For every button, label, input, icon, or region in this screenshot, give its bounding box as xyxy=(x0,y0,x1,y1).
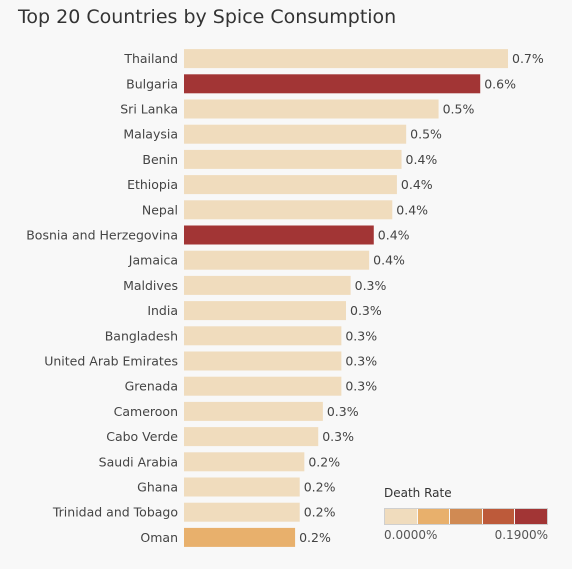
bar[interactable] xyxy=(184,502,300,522)
bar[interactable] xyxy=(184,124,407,144)
legend-max-label: 0.1900% xyxy=(494,528,548,542)
legend-title: Death Rate xyxy=(384,486,452,500)
data-label: 0.4% xyxy=(401,177,433,192)
category-label: Malaysia xyxy=(123,127,178,142)
category-label: Saudi Arabia xyxy=(99,454,178,469)
bar[interactable] xyxy=(184,427,319,447)
data-label: 0.3% xyxy=(327,404,359,419)
data-label: 0.5% xyxy=(443,102,475,117)
legend-color-scale xyxy=(384,508,548,525)
legend-swatch xyxy=(449,509,482,524)
category-label: Bosnia and Herzegovina xyxy=(26,228,178,243)
category-label: Sri Lanka xyxy=(120,102,178,117)
category-label: Ghana xyxy=(137,480,178,495)
data-label: 0.3% xyxy=(345,328,377,343)
category-label: Bangladesh xyxy=(105,328,178,343)
data-label: 0.5% xyxy=(410,127,442,142)
bar[interactable] xyxy=(184,149,402,169)
bar[interactable] xyxy=(184,401,323,421)
data-label: 0.4% xyxy=(406,152,438,167)
bar[interactable] xyxy=(184,452,305,472)
data-label: 0.4% xyxy=(378,228,410,243)
legend-swatch xyxy=(481,509,515,524)
category-label: India xyxy=(147,303,178,318)
legend-swatch xyxy=(385,509,417,524)
data-label: 0.3% xyxy=(345,354,377,369)
bar[interactable] xyxy=(184,225,374,245)
category-label: Thailand xyxy=(123,51,178,66)
category-label: Nepal xyxy=(142,202,178,217)
legend-range: 0.0000% 0.1900% xyxy=(384,528,548,542)
category-label: Cabo Verde xyxy=(106,429,178,444)
data-label: 0.3% xyxy=(350,303,382,318)
bar[interactable] xyxy=(184,74,481,94)
category-label: United Arab Emirates xyxy=(44,354,178,369)
category-label: Cameroon xyxy=(114,404,178,419)
data-label: 0.2% xyxy=(299,530,331,545)
data-label: 0.6% xyxy=(484,76,516,91)
legend-min-label: 0.0000% xyxy=(384,528,438,542)
category-label: Trinidad and Tobago xyxy=(52,505,178,520)
category-label: Benin xyxy=(142,152,178,167)
bar[interactable] xyxy=(184,351,342,371)
bar[interactable] xyxy=(184,376,342,396)
data-label: 0.2% xyxy=(308,454,340,469)
bar[interactable] xyxy=(184,477,300,497)
data-label: 0.3% xyxy=(345,379,377,394)
data-label: 0.2% xyxy=(304,505,336,520)
bar[interactable] xyxy=(184,326,342,346)
category-label: Grenada xyxy=(125,379,178,394)
legend-swatch xyxy=(514,509,547,524)
legend-swatch xyxy=(416,509,450,524)
bar[interactable] xyxy=(184,99,439,119)
bar[interactable] xyxy=(184,527,296,547)
data-label: 0.4% xyxy=(396,202,428,217)
bar[interactable] xyxy=(184,301,346,321)
data-label: 0.2% xyxy=(304,480,336,495)
bar[interactable] xyxy=(184,275,351,295)
data-label: 0.7% xyxy=(512,51,544,66)
data-label: 0.3% xyxy=(322,429,354,444)
bar[interactable] xyxy=(184,175,397,195)
data-label: 0.3% xyxy=(355,278,387,293)
data-label: 0.4% xyxy=(373,253,405,268)
category-label: Ethiopia xyxy=(127,177,178,192)
category-label: Oman xyxy=(140,530,178,545)
color-legend: Death Rate 0.0000% 0.1900% xyxy=(384,486,554,542)
bar[interactable] xyxy=(184,49,508,69)
category-label: Jamaica xyxy=(128,253,178,268)
bar[interactable] xyxy=(184,250,370,270)
category-label: Maldives xyxy=(123,278,178,293)
bar[interactable] xyxy=(184,200,393,220)
chart-title: Top 20 Countries by Spice Consumption xyxy=(18,6,397,28)
category-label: Bulgaria xyxy=(126,76,178,91)
